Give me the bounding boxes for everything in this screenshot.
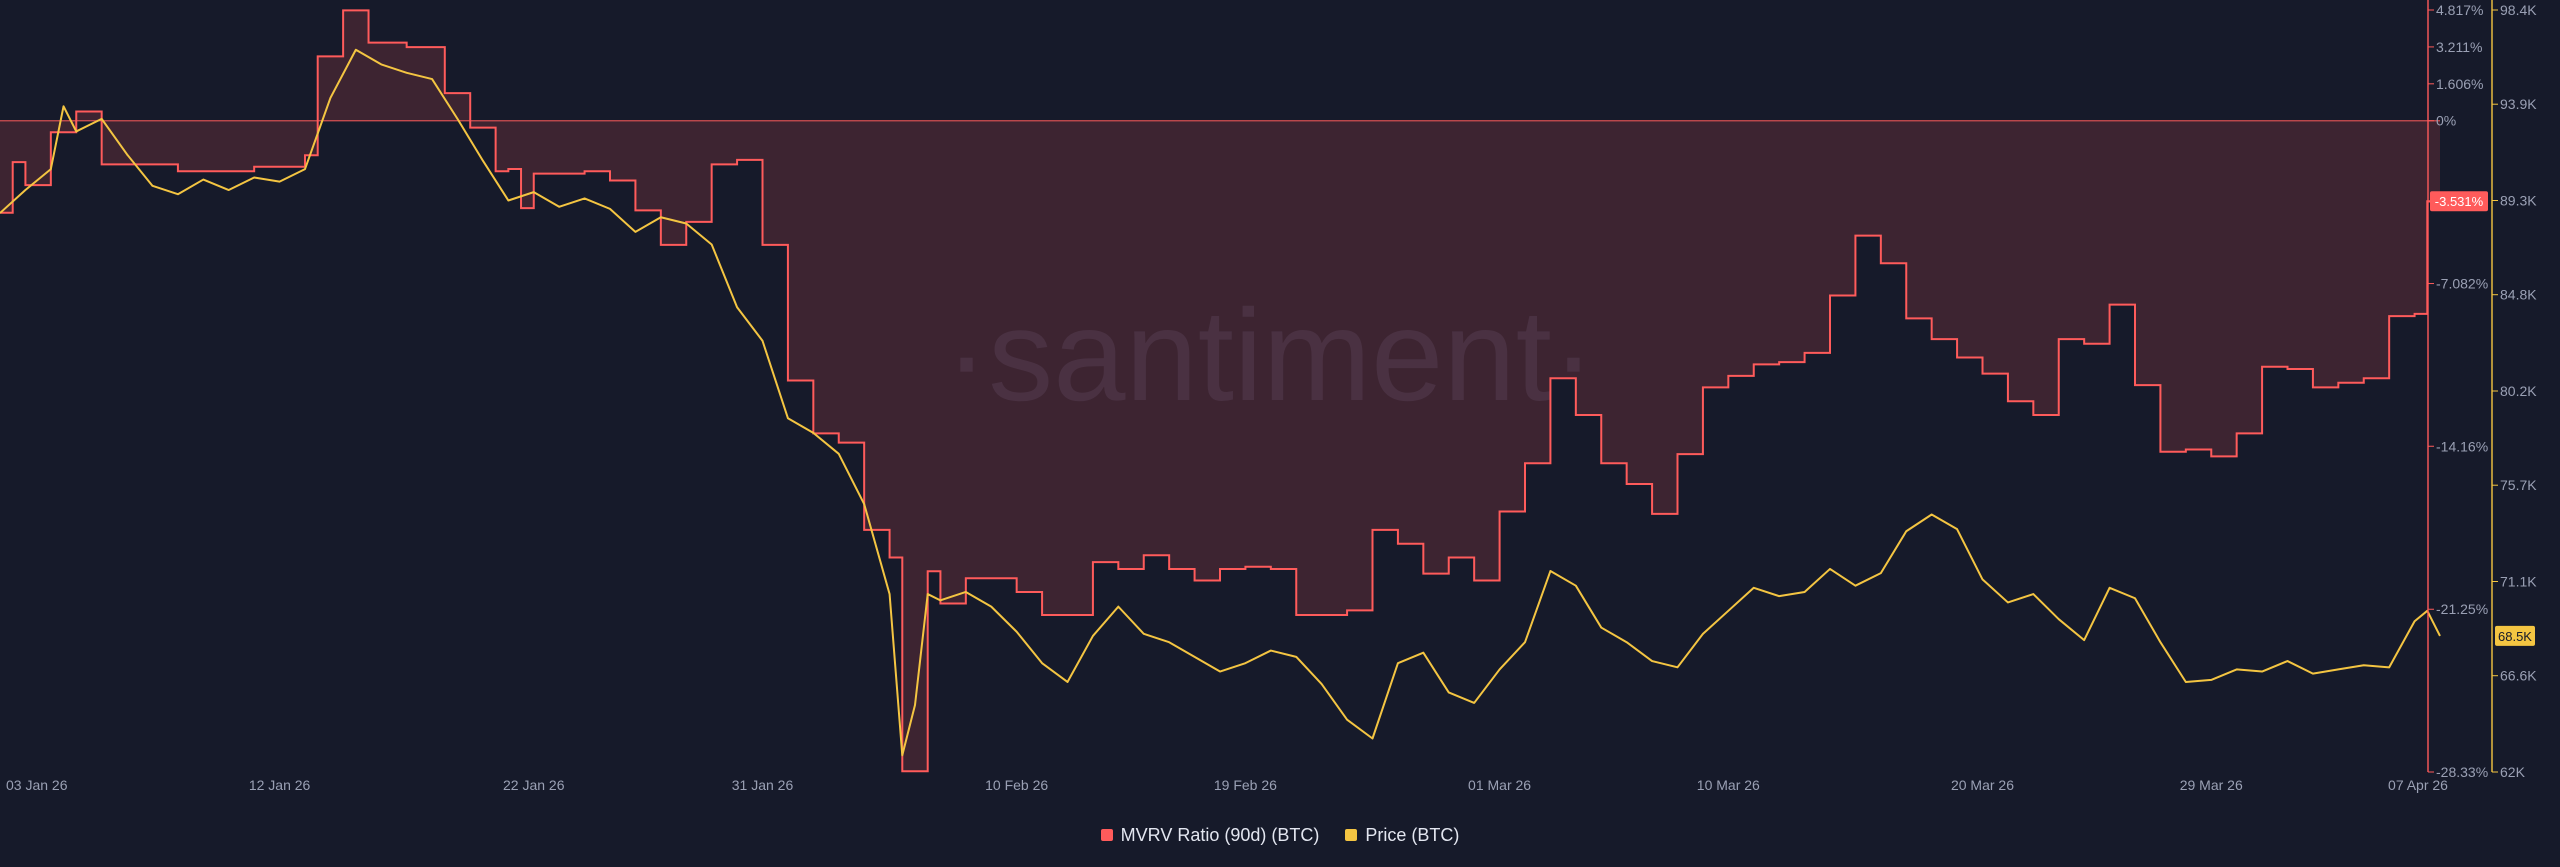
price-tick-label: 62K — [2500, 764, 2526, 780]
watermark: ·santiment· — [945, 282, 1595, 428]
mvrv-tick-label: -21.25% — [2436, 601, 2488, 617]
legend-label-price: Price (BTC) — [1365, 824, 1460, 845]
mvrv-current-label: -3.531% — [2435, 194, 2484, 209]
price-tick-label: 71.1K — [2500, 574, 2537, 590]
mvrv-tick-label: -7.082% — [2436, 276, 2488, 292]
price-tick-label: 89.3K — [2500, 193, 2537, 209]
legend-swatch-price — [1345, 829, 1358, 841]
price-current-label: 68.5K — [2498, 629, 2532, 644]
x-tick-label: 01 Mar 26 — [1468, 777, 1531, 793]
price-tick-label: 84.8K — [2500, 287, 2537, 303]
x-tick-label: 10 Mar 26 — [1697, 777, 1760, 793]
mvrv-tick-label: -28.33% — [2436, 764, 2488, 780]
legend-swatch-mvrv — [1100, 829, 1113, 841]
mvrv-area — [0, 10, 2440, 772]
x-tick-label: 29 Mar 26 — [2180, 777, 2243, 793]
mvrv-tick-label: 0% — [2436, 113, 2456, 129]
x-tick-label: 10 Feb 26 — [985, 777, 1048, 793]
chart-canvas: ·santiment· 4.817% 3.211% 1.606% 0% -3.531% -7… — [0, 0, 2537, 793]
mvrv-tick-label: 1.606% — [2436, 76, 2483, 92]
x-tick-label: 31 Jan 26 — [732, 777, 794, 793]
x-tick-label: 20 Mar 26 — [1951, 777, 2014, 793]
legend-item-price[interactable]: Price (BTC) — [1345, 825, 1459, 846]
x-tick-label: 19 Feb 26 — [1214, 777, 1277, 793]
mvrv-series-line — [0, 9, 2440, 773]
price-tick-label: 66.6K — [2500, 668, 2537, 684]
price-series-line — [0, 48, 2441, 757]
price-current-badge — [2495, 625, 2535, 646]
x-tick-label: 22 Jan 26 — [503, 777, 565, 793]
mvrv-current-badge — [2430, 191, 2488, 212]
price-tick-label: 75.7K — [2500, 477, 2537, 493]
legend-label-mvrv: MVRV Ratio (90d) (BTC) — [1120, 824, 1320, 845]
price-tick-label: 93.9K — [2500, 96, 2537, 112]
legend-item-mvrv[interactable]: MVRV Ratio (90d) (BTC) — [1100, 824, 1320, 846]
price-tick-label: 98.4K — [2500, 2, 2537, 18]
legend: MVRV Ratio (90d) (BTC) Price (BTC) — [0, 820, 2560, 850]
x-tick-label: 03 Jan 26 — [6, 777, 68, 793]
x-tick-label: 12 Jan 26 — [249, 777, 311, 793]
mvrv-tick-label: -14.16% — [2436, 438, 2488, 454]
mvrv-tick-label: 3.211% — [2436, 39, 2482, 55]
mvrv-tick-label: 4.817% — [2436, 2, 2483, 18]
price-tick-label: 80.2K — [2500, 383, 2537, 399]
x-tick-label: 07 Apr 26 — [2388, 777, 2448, 793]
